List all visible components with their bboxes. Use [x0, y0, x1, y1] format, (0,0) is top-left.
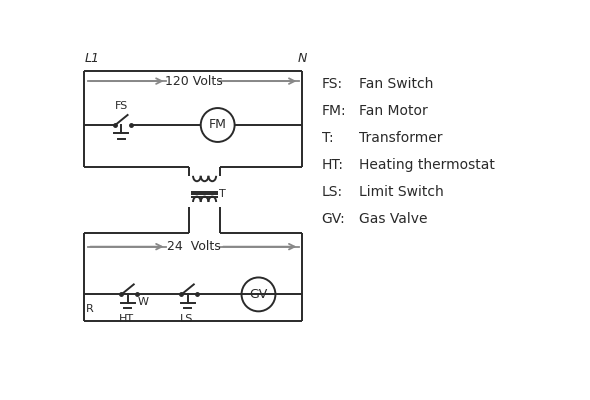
Text: Heating thermostat: Heating thermostat	[359, 158, 494, 172]
Text: Fan Motor: Fan Motor	[359, 104, 427, 118]
Text: 24  Volts: 24 Volts	[166, 240, 220, 253]
Text: FM:: FM:	[322, 104, 346, 118]
Text: T: T	[219, 189, 226, 199]
Text: 120 Volts: 120 Volts	[165, 75, 222, 88]
Text: Fan Switch: Fan Switch	[359, 77, 433, 91]
Text: R: R	[86, 304, 94, 314]
Text: LS:: LS:	[322, 185, 343, 199]
Text: GV:: GV:	[322, 212, 345, 226]
Text: LS: LS	[179, 314, 193, 324]
Text: T:: T:	[322, 131, 333, 145]
Text: GV: GV	[250, 288, 268, 301]
Text: HT: HT	[119, 314, 133, 324]
Text: FS:: FS:	[322, 77, 343, 91]
Text: Limit Switch: Limit Switch	[359, 185, 443, 199]
Text: Transformer: Transformer	[359, 131, 442, 145]
Text: HT:: HT:	[322, 158, 343, 172]
Text: Gas Valve: Gas Valve	[359, 212, 427, 226]
Text: L1: L1	[84, 52, 100, 65]
Text: FM: FM	[209, 118, 227, 132]
Text: N: N	[298, 52, 307, 65]
Text: FS: FS	[115, 101, 129, 111]
Text: W: W	[137, 297, 149, 307]
